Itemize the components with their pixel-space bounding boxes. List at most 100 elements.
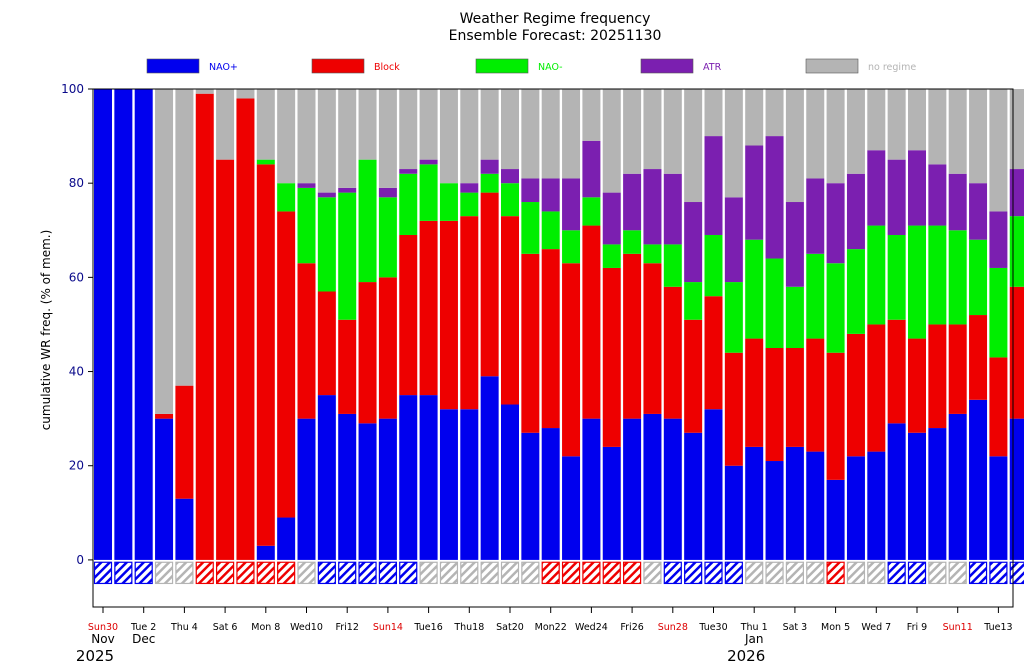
bar-no-regime-18 [460,89,479,184]
day-regime-marker-35 [806,561,825,585]
day-regime-marker-9 [277,561,296,585]
bar-nao--23 [562,456,581,560]
day-regime-marker-10 [297,561,316,585]
day-regime-marker-41 [928,561,947,585]
x-tick-label-36: Mon 5 [821,622,850,633]
bar-no-regime-4 [175,89,194,386]
bar-nao--32 [745,446,764,560]
bar-nao--20 [501,404,519,560]
bar-atr-43 [969,183,988,240]
bar-block-12 [338,319,357,414]
x-tick-label-18: Thu18 [453,622,484,633]
month-label-nov: Nov [91,632,114,646]
year-label-2026: 2026 [727,647,765,665]
bar-no-regime-43 [969,89,988,184]
bar-block-44 [989,357,1008,457]
bar-nao--13 [358,159,377,283]
y-tick-label-40: 40 [69,365,84,379]
bar-nao--12 [338,192,357,320]
day-regime-marker-15 [399,561,418,585]
bar-atr-22 [541,178,560,212]
bar-atr-23 [562,178,581,231]
bar-atr-27 [643,169,662,245]
y-tick-label-20: 20 [69,459,84,473]
bar-nao--16 [419,395,438,560]
bar-no-regime-30 [704,89,723,137]
y-tick-label-100: 100 [61,82,84,96]
bar-block-41 [928,324,947,429]
bar-block-31 [724,352,743,466]
bar-nao--10 [297,418,316,560]
bar-block-21 [521,253,540,433]
bar-block-18 [460,216,479,410]
day-regime-marker-43 [968,561,988,585]
bar-nao--26 [623,230,642,254]
day-regime-marker-42 [948,561,967,585]
day-regime-marker-18 [460,561,479,585]
day-regime-marker-44 [989,561,1008,585]
bar-nao--23 [562,230,581,264]
bar-no-regime-11 [317,89,336,193]
bar-no-regime-15 [399,89,418,170]
y-tick-label-60: 60 [69,270,84,284]
bar-block-26 [623,253,642,419]
x-tick-label-22: Mon22 [535,622,567,633]
y-axis-label: cumulative WR freq. (% of mem.) [39,230,53,431]
bar-no-regime-16 [419,89,438,160]
day-regime-marker-7 [236,561,255,585]
bar-atr-10 [297,183,316,188]
bar-no-regime-12 [338,89,357,188]
bar-block-20 [501,216,519,405]
bar-atr-37 [846,173,865,250]
bar-atr-35 [806,178,825,254]
bar-block-32 [745,338,764,447]
bar-atr-40 [908,150,926,226]
bar-nao--28 [663,418,682,560]
bar-block-17 [439,220,458,410]
bar-block-3 [155,413,174,419]
bar-nao--2 [134,89,153,560]
x-tick-label-26: Fri26 [620,622,643,633]
bar-nao--27 [643,413,662,560]
day-regime-marker-19 [480,561,499,585]
day-regime-marker-6 [216,561,235,585]
bar-nao--40 [908,225,926,339]
bar-no-regime-42 [948,89,967,174]
bar-nao--39 [887,423,906,560]
bar-nao--15 [399,173,418,235]
day-regime-marker-27 [643,561,662,585]
bar-nao--19 [480,173,499,193]
x-tick-label-24: Wed24 [575,622,608,633]
bar-nao--24 [582,197,601,226]
bar-block-6 [216,159,235,560]
bar-nao--37 [846,456,865,560]
day-regime-marker-14 [378,561,397,585]
day-regime-marker-39 [887,561,906,585]
bar-nao--39 [887,234,906,320]
x-tick-label-32: Thu 1 [740,622,768,633]
bar-no-regime-21 [521,89,540,179]
legend-swatch-block [311,58,365,74]
bar-nao--42 [948,230,967,325]
bar-atr-38 [867,150,886,226]
day-regime-marker-13 [358,561,377,585]
bar-no-regime-25 [602,89,621,193]
day-regime-marker-38 [867,561,886,585]
bar-atr-20 [501,169,519,184]
bar-no-regime-36 [826,89,845,184]
day-regime-marker-0 [93,561,113,585]
day-regime-marker-36 [826,561,845,585]
bar-nao--21 [521,202,540,254]
bar-block-13 [358,282,377,424]
legend-label-no-regime: no regime [868,62,916,73]
bar-block-38 [867,324,886,452]
x-tick-label-30: Tue30 [698,622,727,633]
x-tick-label-8: Mon 8 [251,622,280,633]
bar-nao--24 [582,418,601,560]
bar-block-23 [562,263,581,457]
chart-title: Weather Regime frequency [460,11,651,27]
bar-nao--44 [989,267,1008,358]
bar-nao--36 [826,479,845,560]
x-tick-label-34: Sat 3 [783,622,808,633]
bar-no-regime-41 [928,89,947,165]
